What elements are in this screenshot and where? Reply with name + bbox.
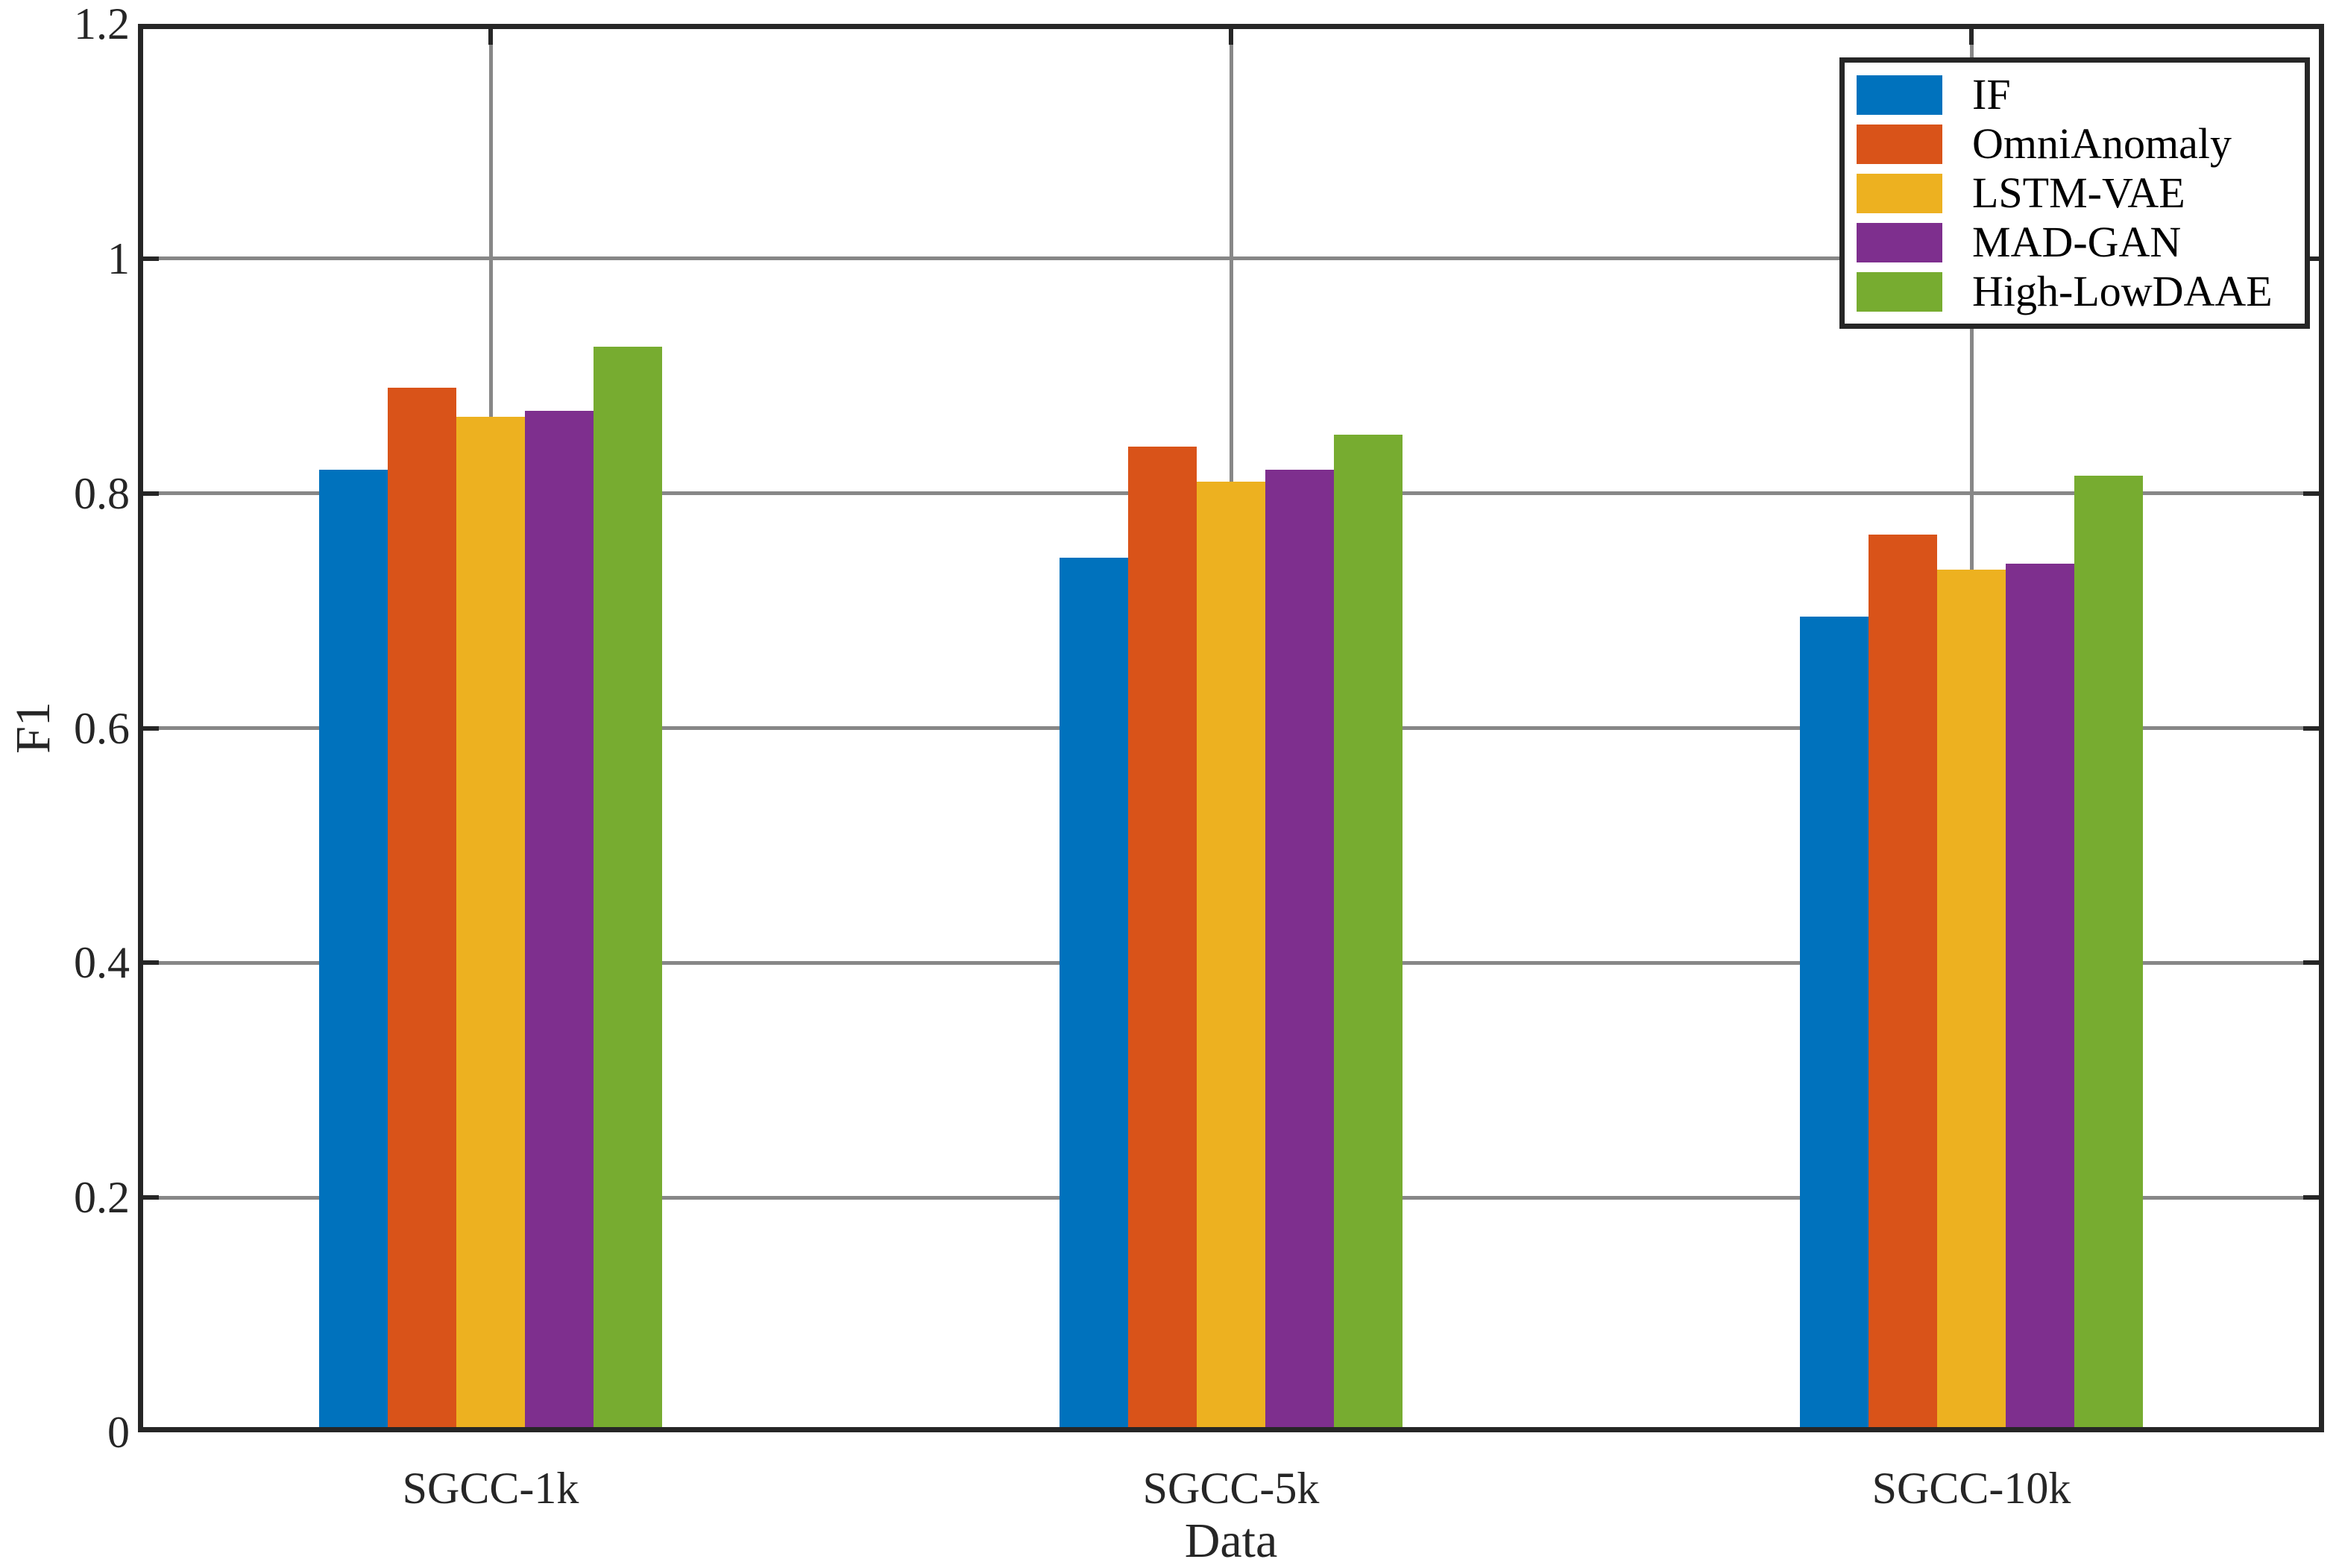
bar-mad-gan-sgcc-5k	[1265, 470, 1334, 1432]
legend-label-lstm-vae: LSTM-VAE	[1972, 169, 2185, 217]
y-axis-tick-mark	[138, 960, 159, 966]
bar-mad-gan-sgcc-1k	[525, 411, 594, 1432]
bar-omnianomaly-sgcc-5k	[1128, 446, 1197, 1432]
bar-high-lowdaae-sgcc-5k	[1334, 434, 1403, 1432]
legend-row-lstm-vae: LSTM-VAE	[1845, 171, 2305, 215]
bar-if-sgcc-10k	[1800, 616, 1869, 1432]
x-axis-title: Data	[1184, 1514, 1278, 1568]
legend-row-if: IF	[1845, 73, 2305, 116]
y-tick-label-0.6: 0.6	[74, 703, 130, 753]
y-axis-title: F1	[6, 702, 60, 754]
legend-label-high-lowdaae: High-LowDAAE	[1972, 267, 2273, 315]
x-tick-label-sgcc-10k: SGCC-10k	[1871, 1464, 2071, 1513]
bar-if-sgcc-5k	[1060, 558, 1128, 1432]
bar-if-sgcc-1k	[319, 470, 388, 1432]
y-axis-tick-mark	[2303, 960, 2324, 966]
x-axis-tick-mark	[488, 24, 493, 45]
y-axis-tick-mark	[2303, 725, 2324, 731]
y-tick-label-0.4: 0.4	[74, 938, 130, 988]
y-tick-label-1: 1	[107, 233, 130, 283]
legend-swatch-lstm-vae	[1857, 173, 1942, 213]
bar-high-lowdaae-sgcc-1k	[594, 346, 662, 1432]
y-tick-label-0.2: 0.2	[74, 1173, 130, 1223]
y-axis-tick-mark	[138, 725, 159, 731]
bar-omnianomaly-sgcc-10k	[1869, 534, 1937, 1432]
y-axis-tick-mark	[2303, 491, 2324, 496]
legend: IF OmniAnomaly LSTM-VAE MAD-GAN High-LowDAAE	[1839, 57, 2310, 329]
y-axis-tick-mark	[138, 256, 159, 261]
y-tick-label-0.8: 0.8	[74, 468, 130, 518]
legend-label-if: IF	[1972, 70, 2011, 119]
y-tick-label-0: 0	[107, 1408, 130, 1457]
x-axis-tick-mark	[1969, 24, 1974, 45]
legend-label-mad-gan: MAD-GAN	[1972, 218, 2182, 266]
bar-high-lowdaae-sgcc-10k	[2074, 476, 2143, 1432]
legend-row-mad-gan: MAD-GAN	[1845, 221, 2305, 264]
x-axis-tick-mark	[1229, 24, 1233, 45]
y-tick-label-1.2: 1.2	[74, 0, 130, 48]
legend-swatch-if	[1857, 75, 1942, 115]
y-axis-tick-mark	[2303, 1195, 2324, 1200]
y-axis-tick-mark	[138, 1195, 159, 1200]
legend-swatch-mad-gan	[1857, 222, 1942, 262]
x-tick-label-sgcc-5k: SGCC-5k	[1142, 1464, 1320, 1513]
legend-label-omnianomaly: OmniAnomaly	[1972, 119, 2232, 168]
y-axis-tick-mark	[138, 491, 159, 496]
legend-swatch-omnianomaly	[1857, 124, 1942, 164]
legend-swatch-high-lowdaae	[1857, 271, 1942, 312]
bar-mad-gan-sgcc-10k	[2006, 564, 2074, 1432]
bar-lstm-vae-sgcc-5k	[1197, 481, 1265, 1432]
bar-lstm-vae-sgcc-10k	[1937, 570, 2006, 1432]
x-tick-label-sgcc-1k: SGCC-1k	[402, 1464, 579, 1513]
y-axis-tick-mark	[2303, 256, 2324, 261]
legend-row-omnianomaly: OmniAnomaly	[1845, 122, 2305, 166]
legend-row-high-lowdaae: High-LowDAAE	[1845, 270, 2305, 313]
bar-omnianomaly-sgcc-1k	[388, 388, 456, 1432]
bar-lstm-vae-sgcc-1k	[456, 417, 525, 1432]
